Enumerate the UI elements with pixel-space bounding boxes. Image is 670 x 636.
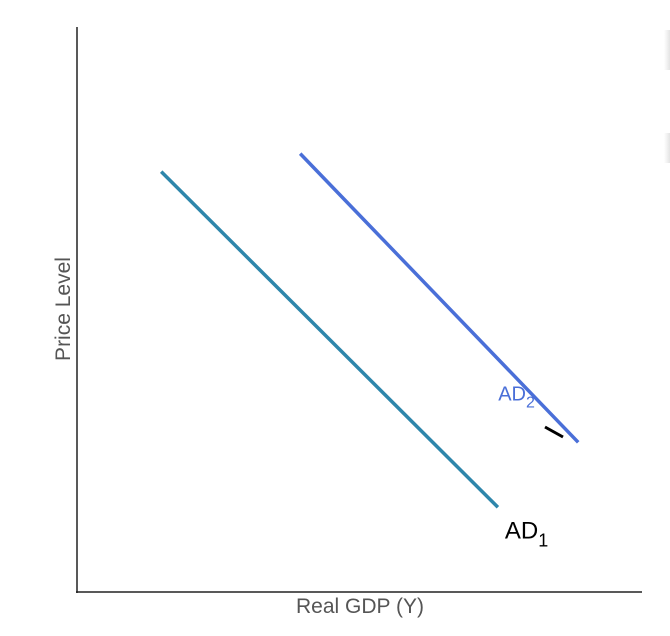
ad-curve-1 bbox=[159, 170, 500, 509]
x-axis-title: Real GDP (Y) bbox=[296, 595, 424, 618]
ad-label-2-subscript: 2 bbox=[526, 394, 535, 411]
series-layer bbox=[159, 152, 580, 509]
ad-label-1-text: AD bbox=[505, 517, 538, 544]
ad-curve-2 bbox=[298, 152, 580, 444]
ad-label-1-subscript: 1 bbox=[538, 530, 548, 550]
ad-label-2: AD2 bbox=[498, 383, 535, 411]
ad-label-2-text: AD bbox=[498, 383, 526, 405]
edge-shadow-mid bbox=[664, 133, 670, 163]
label-leader-line bbox=[544, 425, 564, 439]
ad-label-1: AD1 bbox=[505, 517, 548, 550]
edge-shadow-top bbox=[664, 30, 670, 70]
y-axis-title: Price Level bbox=[52, 257, 75, 361]
